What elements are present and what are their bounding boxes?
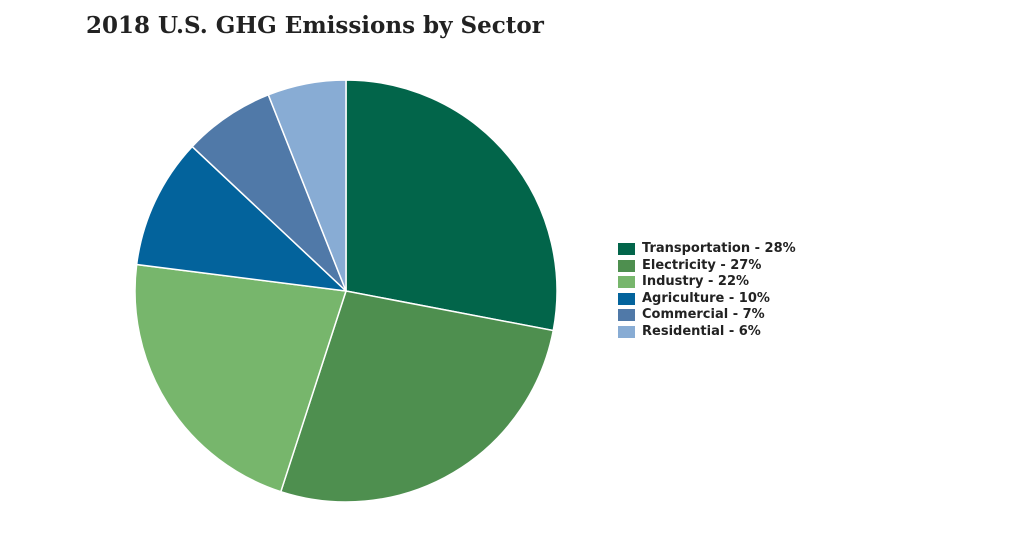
legend-item-residential: Residential - 6% xyxy=(618,324,796,341)
legend-swatch-agriculture xyxy=(618,292,635,305)
legend-label-electricity: Electricity - 27% xyxy=(642,257,762,273)
legend-label-commercial: Commercial - 7% xyxy=(642,307,765,323)
legend-item-electricity: Electricity - 27% xyxy=(618,258,796,275)
legend-swatch-residential xyxy=(618,325,635,338)
legend-swatch-commercial xyxy=(618,309,635,322)
legend-swatch-electricity xyxy=(618,259,635,272)
legend-label-transportation: Transportation - 28% xyxy=(642,241,796,257)
legend-label-industry: Industry - 22% xyxy=(642,274,750,290)
legend-item-agriculture: Agriculture - 10% xyxy=(618,291,796,308)
legend-label-agriculture: Agriculture - 10% xyxy=(642,290,770,306)
legend-item-commercial: Commercial - 7% xyxy=(618,307,796,324)
chart-title: 2018 U.S. GHG Emissions by Sector xyxy=(86,12,544,39)
pie-slice-industry xyxy=(134,263,347,493)
pie-slice-transportation xyxy=(345,79,558,332)
pie-slice-electricity xyxy=(279,290,555,503)
pie-slice-agriculture xyxy=(135,145,349,293)
chart-legend: Transportation - 28% Electricity - 27% Ind… xyxy=(618,241,796,340)
legend-label-residential: Residential - 6% xyxy=(642,323,761,339)
legend-swatch-industry xyxy=(618,276,635,289)
pie-slice-residential xyxy=(267,79,347,292)
legend-item-transportation: Transportation - 28% xyxy=(618,241,796,258)
legend-swatch-transportation xyxy=(618,243,635,256)
legend-item-industry: Industry - 22% xyxy=(618,274,796,291)
